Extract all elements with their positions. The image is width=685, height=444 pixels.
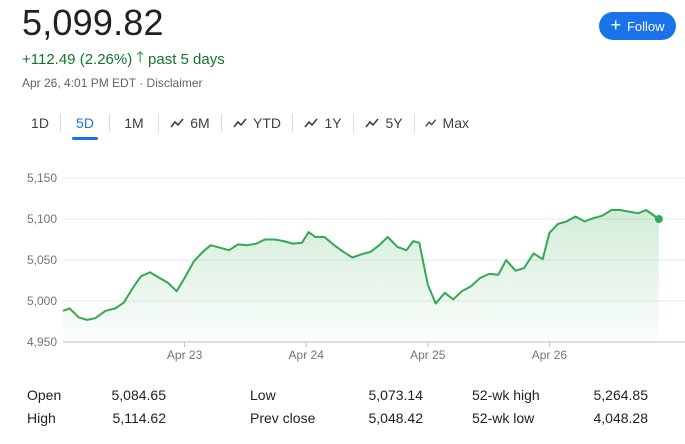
follow-label: Follow [626, 18, 665, 34]
meta-separator: · [139, 76, 147, 90]
price-area [63, 210, 659, 342]
stat-52wk-low-label: 52-wk low [472, 410, 535, 426]
tab-divider [353, 114, 354, 132]
price-change: +112.49 (2.26%) 🡑 past 5 days [22, 47, 225, 72]
tab-1d[interactable]: 1D [20, 108, 60, 138]
tab-1y[interactable]: 1Y [293, 108, 353, 138]
current-price: 5,099.82 [22, 2, 164, 43]
quote-meta: Apr 26, 4:01 PM EDT · Disclaimer [22, 76, 203, 90]
stat-open-label: Open [27, 387, 62, 403]
y-tick-label: 5,000 [27, 294, 57, 308]
y-tick-label: 5,050 [27, 253, 57, 267]
x-tick-label: Apr 24 [289, 348, 325, 362]
tab-1m[interactable]: 1M [110, 108, 158, 138]
y-tick-label: 5,100 [27, 212, 57, 226]
disclaimer-link[interactable]: Disclaimer [146, 76, 203, 90]
trend-icon [425, 119, 437, 127]
tab-divider [158, 114, 159, 132]
stat-low-label: Low [250, 387, 276, 403]
x-tick-label: Apr 26 [532, 348, 568, 362]
tab-label: 1M [124, 115, 144, 131]
tab-divider [292, 114, 293, 132]
stat-52wk-high-value: 5,264.85 [593, 387, 649, 403]
tab-label: 1D [31, 115, 49, 131]
tab-label: 1Y [324, 115, 342, 131]
stat-low-value: 5,073.14 [368, 387, 424, 403]
x-tick-label: Apr 25 [410, 348, 446, 362]
plus-icon: + [610, 15, 621, 35]
tab-max[interactable]: Max [415, 108, 479, 138]
stat-high-value: 5,114.62 [112, 410, 166, 426]
tab-6m[interactable]: 6M [159, 108, 221, 138]
y-tick-label: 4,950 [27, 335, 57, 349]
tab-label: 5Y [385, 115, 403, 131]
tab-divider [109, 114, 110, 132]
price-line [62, 209, 660, 321]
trend-icon [304, 118, 319, 128]
stat-52wk-high-label: 52-wk high [472, 387, 540, 403]
stat-prev-close-value: 5,048.42 [368, 410, 424, 426]
stat-open-value: 5,084.65 [111, 387, 167, 403]
tab-label: 5D [76, 115, 94, 131]
stat-prev-close-label: Prev close [250, 410, 316, 426]
tab-ytd[interactable]: YTD [222, 108, 292, 138]
tab-label: 6M [190, 115, 210, 131]
price-chart[interactable]: 5,150 5,100 5,050 5,000 4,950 Apr 23 Apr 24 Ap… [0, 160, 685, 370]
tab-divider [221, 114, 222, 132]
stat-52wk-low-value: 4,048.28 [593, 410, 649, 426]
tab-label: YTD [253, 115, 281, 131]
last-price-dot [654, 215, 663, 223]
trend-icon [170, 118, 184, 128]
change-period: past 5 days [148, 51, 225, 68]
tab-5d[interactable]: 5D [61, 108, 109, 138]
quote-timestamp: Apr 26, 4:01 PM EDT [22, 76, 136, 90]
y-tick-label: 5,150 [27, 171, 57, 185]
tab-5y[interactable]: 5Y [354, 108, 414, 138]
trend-icon [365, 118, 380, 128]
range-tabs: 1D 5D 1M 6M YTD 1Y 5Y Max [20, 108, 479, 138]
change-value: +112.49 (2.26%) [22, 51, 133, 68]
follow-button[interactable]: + Follow [599, 12, 676, 40]
arrow-up-icon: 🡑 [136, 49, 145, 66]
stat-high-label: High [27, 410, 56, 426]
tab-label: Max [442, 115, 469, 131]
x-tick-label: Apr 23 [167, 348, 203, 362]
tab-divider [414, 114, 415, 132]
trend-icon [233, 118, 247, 128]
